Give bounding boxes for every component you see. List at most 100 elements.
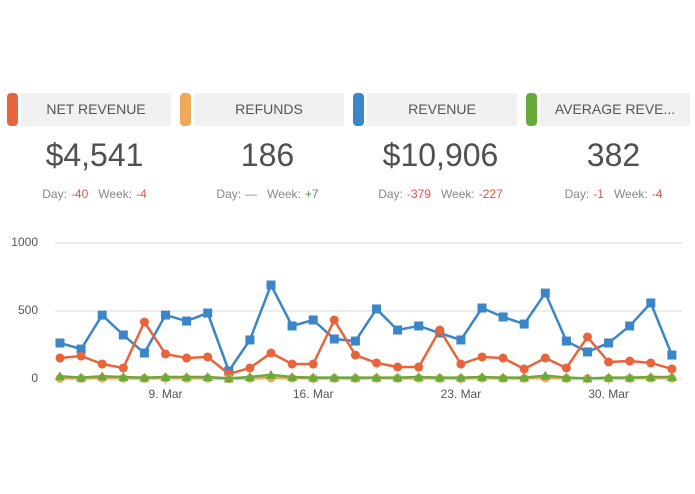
x-tick-label: 23. Mar <box>441 387 482 401</box>
card-title: REFUNDS <box>194 93 344 126</box>
point <box>350 350 360 360</box>
point <box>666 371 677 381</box>
point <box>55 371 65 381</box>
week-label: Week: <box>440 187 475 201</box>
day-label: Day: <box>42 187 67 201</box>
card-title: REVENUE <box>367 93 517 126</box>
point <box>118 330 128 340</box>
card-deltas: Day: — Week: +7 <box>180 187 355 201</box>
point <box>203 352 213 362</box>
point <box>372 304 381 314</box>
point <box>456 359 466 369</box>
week-delta: +7 <box>304 187 319 201</box>
week-label: Week: <box>267 187 301 201</box>
point <box>414 362 424 372</box>
point <box>181 371 192 381</box>
point <box>329 315 339 325</box>
card-value: 186 <box>240 137 295 173</box>
card-deltas: Day: -40 Week: -4 <box>7 187 182 201</box>
card-color-bar <box>526 93 537 126</box>
card-color-bar <box>7 93 18 126</box>
point <box>540 370 551 380</box>
day-delta: — <box>245 187 258 201</box>
kpi-card: AVERAGE REVE... 382 Day: -1 Week: -4 <box>526 93 691 208</box>
day-delta: -379 <box>406 187 431 201</box>
card-deltas: Day: -1 Week: -4 <box>526 187 695 201</box>
point <box>583 347 592 357</box>
card-value: $10,906 <box>382 137 499 173</box>
point <box>97 310 107 320</box>
point <box>561 336 571 346</box>
point <box>477 303 487 313</box>
point <box>561 372 572 382</box>
series-line <box>59 373 672 380</box>
point <box>456 335 466 345</box>
point <box>203 308 213 318</box>
kpi-card: NET REVENUE $4,541 Day: -40 Week: -4 <box>7 93 172 208</box>
week-delta: -4 <box>651 187 663 201</box>
point <box>266 348 276 358</box>
point <box>498 353 508 363</box>
point <box>118 371 129 381</box>
point <box>161 349 170 359</box>
point <box>329 334 339 344</box>
point <box>245 335 255 345</box>
point <box>604 338 614 348</box>
week-delta: -227 <box>478 187 503 201</box>
point <box>646 298 656 308</box>
point <box>244 371 255 381</box>
point <box>435 325 445 335</box>
point <box>161 310 170 320</box>
point <box>329 372 340 382</box>
day-label: Day: <box>216 187 242 201</box>
card-title: NET REVENUE <box>21 93 171 126</box>
point <box>287 321 297 331</box>
card-value: $4,541 <box>45 137 144 173</box>
y-tick-label: 500 <box>18 303 38 317</box>
y-tick-label: 1000 <box>11 235 38 249</box>
point <box>350 372 361 382</box>
point <box>182 353 192 363</box>
point <box>350 336 360 346</box>
point <box>55 338 65 348</box>
week-delta: -4 <box>136 187 147 201</box>
day-delta: -40 <box>70 187 89 201</box>
point <box>498 312 508 322</box>
point <box>118 363 128 373</box>
point <box>266 280 276 290</box>
week-label: Week: <box>613 187 648 201</box>
point <box>76 372 87 382</box>
point <box>519 364 529 374</box>
point <box>645 371 656 381</box>
point <box>287 371 298 381</box>
point <box>603 372 614 382</box>
card-value: 382 <box>586 137 641 173</box>
point <box>477 352 487 362</box>
y-tick-label: 0 <box>31 371 38 385</box>
point <box>393 362 403 372</box>
point <box>477 371 487 381</box>
point <box>625 356 635 366</box>
day-label: Day: <box>564 187 590 201</box>
point <box>97 371 108 381</box>
day-label: Day: <box>378 187 403 201</box>
point <box>540 288 550 298</box>
point <box>287 359 297 369</box>
point <box>308 359 318 369</box>
point <box>625 321 635 331</box>
point <box>392 372 403 382</box>
point <box>561 363 571 373</box>
point <box>372 358 381 368</box>
point <box>139 317 149 327</box>
point <box>76 351 86 361</box>
point <box>667 364 677 374</box>
point <box>519 319 529 329</box>
point <box>646 358 656 368</box>
point <box>182 316 192 326</box>
point <box>202 371 213 381</box>
point <box>308 372 319 382</box>
point <box>76 344 86 354</box>
card-deltas: Day: -379 Week: -227 <box>353 187 528 201</box>
